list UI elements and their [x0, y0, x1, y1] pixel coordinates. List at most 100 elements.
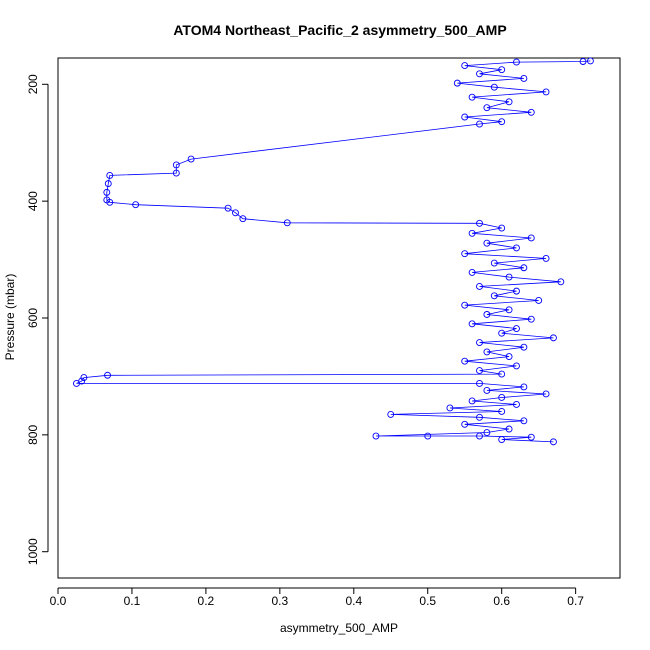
- data-point: [483, 348, 491, 356]
- data-point: [132, 201, 140, 209]
- data-point: [461, 357, 469, 365]
- data-point: [446, 404, 454, 412]
- data-point: [520, 417, 528, 425]
- data-point: [520, 343, 528, 351]
- data-point: [483, 429, 491, 436]
- data-point: [483, 386, 491, 394]
- data-point: [476, 282, 483, 290]
- data-point: [483, 104, 491, 112]
- x-tick-label: 0.1: [124, 594, 141, 608]
- data-point: [232, 209, 239, 217]
- data-point: [513, 287, 520, 295]
- series-layer: [73, 57, 594, 446]
- chart-title: ATOM4 Northeast_Pacific_2 asymmetry_500_…: [173, 22, 506, 38]
- data-point: [498, 408, 506, 415]
- plot-frame: [57, 57, 621, 579]
- data-point: [468, 320, 476, 328]
- data-point: [424, 432, 432, 440]
- data-point: [239, 215, 247, 223]
- data-point: [106, 198, 114, 206]
- data-point: [172, 161, 180, 169]
- data-point: [549, 334, 557, 342]
- data-point: [103, 188, 111, 196]
- data-point: [483, 311, 491, 318]
- data-point: [224, 204, 232, 212]
- data-point: [453, 79, 461, 87]
- y-tick-label: 600: [26, 308, 40, 328]
- data-point: [527, 234, 535, 242]
- data-point: [468, 93, 476, 101]
- data-point: [461, 250, 469, 258]
- data-point: [557, 278, 565, 286]
- data-point: [513, 362, 520, 370]
- series-line: [76, 60, 591, 443]
- data-point: [483, 239, 491, 247]
- data-point: [172, 169, 180, 177]
- data-point: [461, 113, 469, 121]
- data-point: [476, 219, 483, 227]
- data-point: [513, 325, 520, 332]
- y-tick-label: 1000: [26, 538, 40, 565]
- data-point: [187, 155, 195, 163]
- data-point: [542, 88, 550, 96]
- data-point: [498, 370, 506, 378]
- y-axis-label: Pressure (mbar): [3, 274, 17, 361]
- data-point: [527, 433, 535, 441]
- data-point: [476, 367, 483, 375]
- x-axis: 0.0 0.1 0.2 0.3 0.4 0.5 0.6 0.7: [50, 587, 584, 608]
- data-point: [104, 180, 112, 188]
- data-point: [104, 371, 111, 379]
- y-tick-label: 200: [26, 74, 40, 94]
- x-tick-label: 0.0: [50, 594, 67, 608]
- data-point: [476, 339, 483, 346]
- data-point: [461, 301, 469, 309]
- data-point: [498, 436, 506, 443]
- data-point: [549, 438, 557, 446]
- x-tick-label: 0.4: [345, 594, 362, 608]
- data-point: [476, 120, 483, 128]
- data-point: [468, 229, 476, 237]
- data-point: [498, 394, 506, 401]
- data-point: [80, 374, 88, 382]
- x-tick-label: 0.5: [419, 594, 436, 608]
- data-point: [505, 273, 513, 281]
- data-point: [490, 259, 498, 267]
- data-point: [586, 57, 594, 65]
- data-point: [476, 379, 483, 387]
- data-point: [520, 264, 528, 272]
- data-point: [505, 425, 513, 433]
- data-point: [535, 297, 543, 304]
- y-tick-label: 400: [26, 191, 40, 211]
- data-point: [520, 383, 528, 391]
- data-point: [505, 98, 513, 106]
- x-tick-label: 0.2: [198, 594, 215, 608]
- data-point: [476, 70, 483, 78]
- x-axis-label: asymmetry_500_AMP: [280, 621, 398, 635]
- x-tick-label: 0.6: [493, 594, 510, 608]
- y-axis: 200 400 600 800 1000: [26, 74, 49, 565]
- data-point: [468, 268, 476, 276]
- data-point: [520, 74, 528, 82]
- data-point: [283, 219, 291, 227]
- data-point: [527, 315, 535, 323]
- data-point: [498, 118, 506, 126]
- data-point: [372, 432, 380, 440]
- x-tick-label: 0.3: [271, 594, 288, 608]
- data-point: [513, 58, 520, 66]
- data-point: [468, 397, 476, 405]
- data-point: [505, 353, 513, 361]
- data-point: [498, 66, 506, 74]
- data-point: [490, 83, 498, 91]
- data-point: [498, 329, 506, 337]
- data-point: [542, 254, 550, 262]
- data-point: [106, 171, 114, 179]
- data-point: [542, 390, 550, 398]
- data-point: [387, 410, 395, 418]
- data-point: [513, 401, 520, 408]
- data-point: [513, 244, 520, 252]
- x-tick-label: 0.7: [567, 594, 584, 608]
- data-point: [579, 58, 587, 65]
- y-tick-label: 800: [26, 425, 40, 445]
